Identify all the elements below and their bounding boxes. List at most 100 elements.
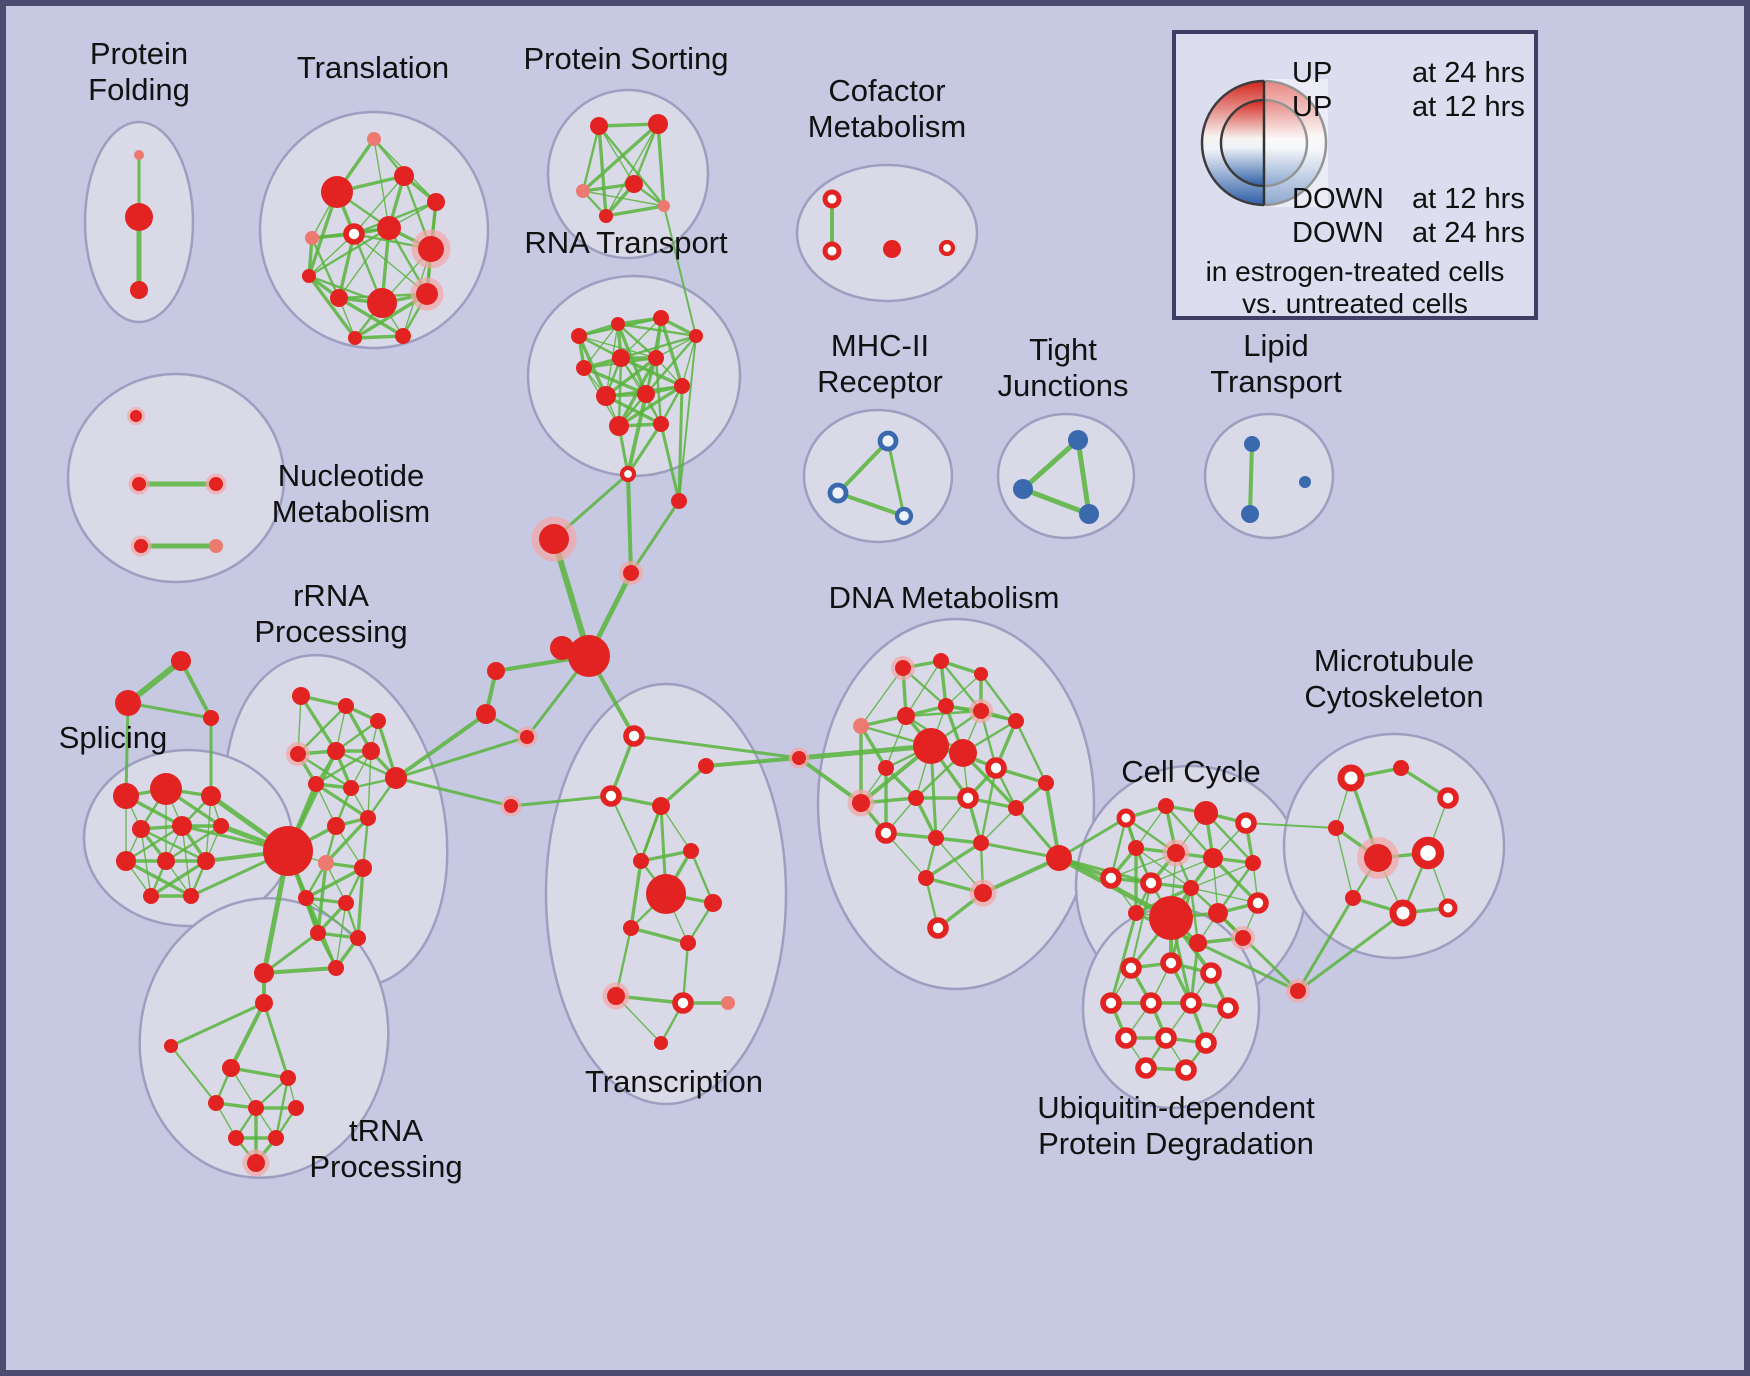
network-edge	[1020, 437, 1081, 492]
network-edge	[681, 335, 697, 387]
network-edge	[164, 824, 223, 863]
network-edge	[356, 866, 365, 940]
network-node-114	[704, 894, 722, 912]
network-node-78	[360, 810, 376, 826]
legend-up-24-time: at 24 hrs	[1412, 57, 1525, 89]
network-node-84	[350, 930, 366, 946]
network-node-16	[395, 328, 411, 344]
network-node-168	[1411, 836, 1445, 870]
network-edge	[394, 735, 529, 780]
network-node-159	[1247, 892, 1269, 914]
network-node-37	[609, 416, 629, 436]
cluster-label-mhc-ii-receptor: MHC-II Receptor	[817, 328, 943, 399]
network-node-71	[327, 742, 345, 760]
network-node-17	[590, 117, 608, 135]
network-node-146	[1116, 808, 1136, 828]
network-edge	[704, 756, 801, 768]
network-node-157	[1149, 896, 1193, 940]
network-node-104	[476, 704, 496, 724]
network-node-76	[263, 826, 313, 876]
cluster-ellipse-nucleotide-metabolism	[66, 372, 286, 584]
network-edge	[1135, 805, 1167, 849]
network-edge	[598, 125, 635, 185]
network-node-36	[674, 378, 690, 394]
cluster-label-translation: Translation	[297, 50, 449, 85]
cluster-ellipse-mhc-ii-receptor	[802, 408, 954, 544]
network-edge	[656, 122, 666, 208]
network-node-6	[427, 193, 445, 211]
cluster-label-cell-cycle: Cell Cycle	[1121, 754, 1261, 789]
network-node-173	[1120, 957, 1142, 979]
network-node-149	[1235, 812, 1257, 834]
network-node-48	[130, 410, 142, 422]
network-edge	[626, 472, 633, 575]
network-node-24	[822, 241, 842, 261]
network-edge	[660, 805, 692, 852]
network-edge	[299, 694, 338, 753]
network-node-4	[321, 176, 353, 208]
network-edge	[314, 749, 373, 786]
network-node-40	[827, 482, 849, 504]
network-node-109	[652, 797, 670, 815]
network-node-99	[539, 524, 569, 554]
network-edge	[617, 384, 684, 428]
network-edge	[353, 175, 405, 235]
network-edge	[620, 317, 662, 359]
network-node-72	[362, 742, 380, 760]
network-node-181	[1155, 1027, 1177, 1049]
network-node-30	[689, 329, 703, 343]
network-node-31	[576, 360, 592, 376]
network-edge	[1057, 816, 1128, 860]
network-node-120	[654, 1036, 668, 1050]
network-node-153	[1245, 855, 1261, 871]
network-edge	[1196, 941, 1300, 993]
network-edge	[689, 849, 715, 905]
network-edge	[644, 334, 698, 396]
network-node-87	[255, 994, 273, 1012]
network-edge	[353, 334, 405, 340]
network-node-51	[134, 539, 148, 553]
network-node-106	[504, 799, 518, 813]
network-node-162	[1235, 930, 1251, 946]
network-node-152	[1203, 848, 1223, 868]
network-edge	[616, 322, 658, 360]
network-edge	[1190, 887, 1259, 904]
network-edge	[1075, 437, 1092, 517]
network-node-103	[487, 662, 505, 680]
network-node-8	[343, 223, 365, 245]
network-node-170	[1389, 899, 1417, 927]
network-node-66	[183, 888, 199, 904]
network-edge	[979, 672, 1018, 723]
cluster-label-rna-transport: RNA Transport	[524, 225, 728, 260]
legend-down-24-time: at 24 hrs	[1412, 217, 1525, 249]
network-node-158	[1208, 903, 1228, 923]
network-edge	[394, 712, 488, 780]
network-edge	[124, 824, 184, 863]
network-node-49	[132, 477, 146, 491]
network-node-2	[130, 281, 148, 299]
network-edge	[169, 1001, 266, 1048]
cluster-ellipse-lipid-transport	[1203, 412, 1335, 540]
network-edge	[678, 335, 697, 502]
network-edge	[629, 926, 690, 945]
network-edge	[1296, 911, 1405, 993]
network-node-119	[721, 996, 735, 1010]
node-layer	[113, 114, 1459, 1177]
network-node-102	[550, 636, 574, 660]
network-node-115	[623, 920, 639, 936]
cluster-ellipse-dna-metabolism	[816, 617, 1096, 991]
network-node-164	[1393, 760, 1409, 776]
network-edge	[1245, 822, 1337, 829]
network-edge	[604, 204, 666, 218]
network-node-86	[254, 963, 274, 983]
network-edge	[1190, 862, 1254, 889]
network-edge	[659, 422, 681, 503]
network-edge	[1164, 804, 1215, 860]
network-edge	[659, 764, 708, 808]
network-node-82	[338, 895, 354, 911]
network-node-7	[305, 231, 319, 245]
network-svg: Protein Folding Translation Protein Sorting…	[59, 36, 1506, 1184]
network-node-166	[1328, 820, 1344, 836]
network-node-64	[197, 852, 215, 870]
cluster-ellipse-cofactor-metabolism	[795, 163, 979, 303]
